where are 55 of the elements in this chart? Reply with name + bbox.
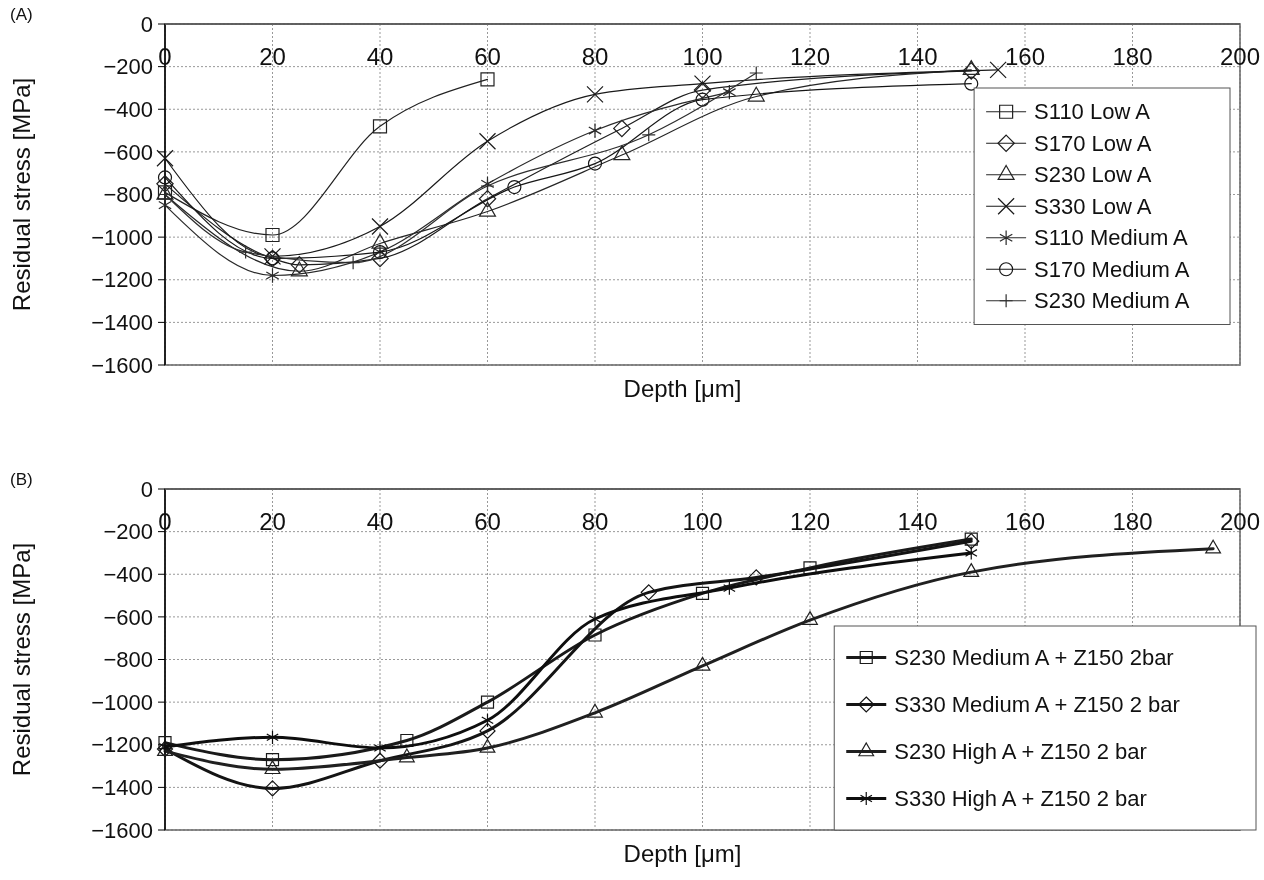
x-tick-label: 120	[789, 508, 831, 536]
y-tick-label: −800	[103, 647, 153, 673]
y-axis-title: Residual stress [MPa]	[8, 77, 35, 312]
y-tick-label: −600	[103, 139, 153, 165]
y-axis-title: Residual stress [MPa]	[8, 542, 35, 777]
legend-label: S170 Low A	[1034, 130, 1152, 156]
y-tick-label: −1400	[91, 775, 153, 801]
legend-label: S330 High A + Z150 2 bar	[894, 786, 1147, 812]
y-tick-label: 0	[140, 11, 153, 37]
legend-label: S170 Medium A	[1034, 256, 1190, 282]
legend-label: S230 Medium A	[1034, 288, 1190, 314]
legend-label: S230 High A + Z150 2 bar	[894, 739, 1147, 765]
x-tick-label: 200	[1219, 43, 1261, 71]
y-tick-label: −800	[103, 182, 153, 208]
legend-label: S330 Medium A + Z150 2 bar	[894, 692, 1180, 718]
x-tick-label: 200	[1219, 508, 1261, 536]
x-tick-label: 160	[1004, 508, 1046, 536]
x-tick-label: 20	[259, 508, 286, 536]
legend-label: S230 Medium A + Z150 2bar	[894, 645, 1174, 671]
y-tick-label: −1000	[91, 689, 153, 715]
x-tick-label: 60	[474, 508, 501, 536]
y-tick-label: −1200	[91, 732, 153, 758]
legend-label: S330 Low A	[1034, 193, 1152, 219]
x-tick-label: 180	[1112, 43, 1153, 71]
x-axis-title: Depth [μm]	[623, 375, 742, 402]
y-tick-label: −1000	[91, 224, 153, 250]
y-tick-label: −1600	[91, 817, 153, 843]
x-tick-label: 20	[259, 43, 286, 71]
y-tick-label: −400	[103, 96, 153, 122]
x-tick-label: 160	[1004, 43, 1046, 71]
legend-label: S110 Low A	[1034, 99, 1151, 125]
y-tick-label: −600	[103, 604, 153, 630]
x-tick-label: 80	[581, 508, 609, 536]
x-tick-label: 100	[682, 43, 723, 71]
x-tick-label: 100	[682, 508, 723, 536]
x-tick-label: 140	[897, 508, 938, 536]
y-tick-label: −400	[103, 561, 153, 587]
text: (A)	[10, 5, 33, 24]
x-tick-label: 60	[474, 43, 501, 71]
x-tick-label: 140	[897, 43, 938, 71]
x-tick-label: 180	[1112, 508, 1153, 536]
legend-label: S110 Medium A	[1034, 225, 1189, 251]
y-tick-label: −1200	[91, 267, 153, 293]
text: (B)	[10, 470, 33, 489]
x-tick-label: 40	[366, 43, 394, 71]
legend-label: S230 Low A	[1034, 162, 1152, 188]
x-axis-title: Depth [μm]	[623, 840, 742, 867]
x-tick-label: 40	[366, 508, 394, 536]
x-tick-label: 120	[789, 43, 831, 71]
y-tick-label: −200	[103, 54, 153, 80]
y-tick-label: −1400	[91, 310, 153, 336]
y-tick-label: −200	[103, 519, 153, 545]
y-tick-label: −1600	[91, 352, 153, 378]
x-tick-label: 80	[581, 43, 609, 71]
y-tick-label: 0	[140, 476, 153, 502]
